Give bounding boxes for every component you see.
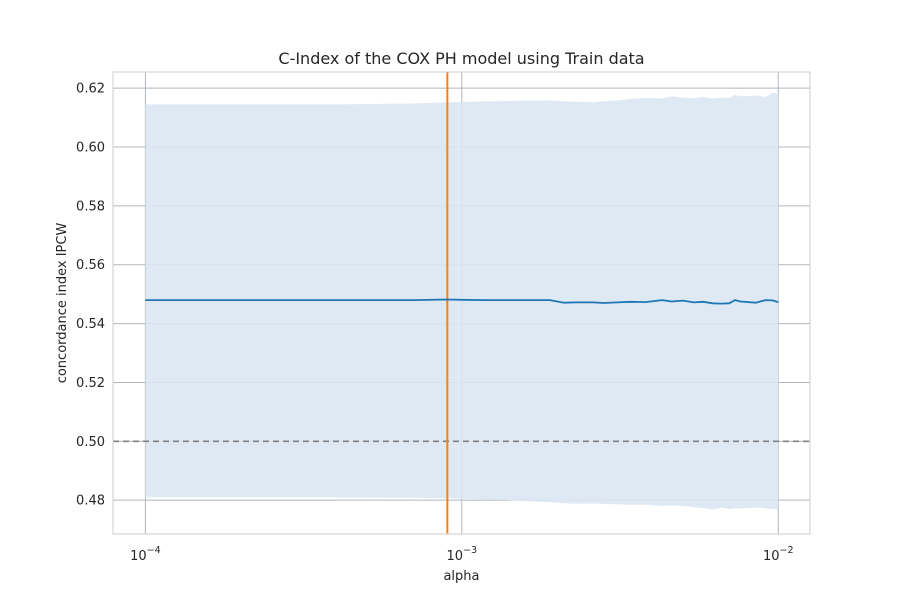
y-tick-label: 0.56 <box>76 258 105 273</box>
y-tick-label: 0.60 <box>76 141 105 156</box>
c-index-line <box>145 298 779 305</box>
y-tick-labels: 0.48 0.50 0.52 0.54 0.56 0.58 0.60 0.62 <box>76 82 105 509</box>
series-lines <box>145 298 779 305</box>
x-tick-labels: 10−4 10−3 10−2 <box>130 545 793 564</box>
y-tick-label: 0.52 <box>76 376 105 391</box>
reference-lines <box>113 72 810 534</box>
y-tick-label: 0.48 <box>76 494 105 509</box>
y-tick-label: 0.50 <box>76 435 105 450</box>
x-axis-label: alpha <box>443 569 479 584</box>
y-axis-label: concordance index IPCW <box>55 223 70 384</box>
chart-title: C-Index of the COX PH model using Train … <box>278 49 644 68</box>
x-tick-label: 10−2 <box>763 545 794 564</box>
y-tick-label: 0.58 <box>76 199 105 214</box>
y-tick-label: 0.54 <box>76 317 105 332</box>
plot-frame <box>112 71 811 535</box>
x-tick-label: 10−4 <box>130 545 161 564</box>
confidence-band <box>145 92 779 510</box>
x-tick-label: 10−3 <box>447 545 478 564</box>
y-tick-label: 0.62 <box>76 82 105 97</box>
confidence-band-area <box>145 92 779 510</box>
